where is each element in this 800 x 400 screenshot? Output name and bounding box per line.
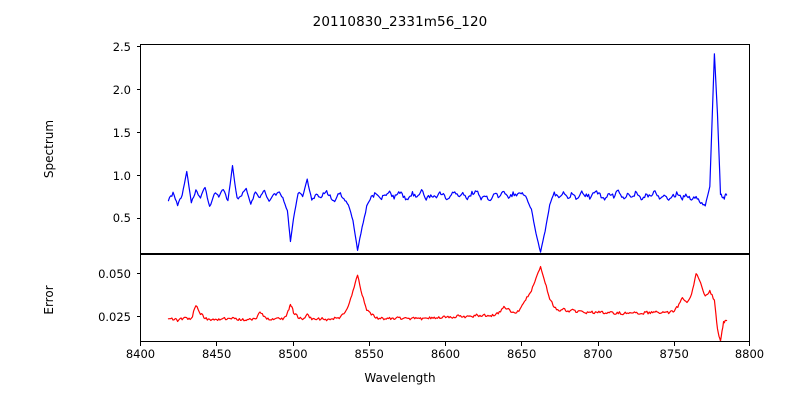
- xtick-label-7: 8750: [659, 347, 689, 361]
- xtick-mark-6: [597, 342, 599, 346]
- ytick-label-bot-1: 0.050: [98, 266, 131, 281]
- ytick-label-top-3: 2.0: [112, 82, 131, 97]
- xtick-label-6: 8700: [583, 347, 613, 361]
- error-series-line: [167, 265, 728, 341]
- xtick-label-8: 8800: [734, 347, 765, 361]
- xtick-mark-2: [292, 342, 294, 346]
- ytick-mark-bot-1: [136, 273, 140, 275]
- spectrum-plot-area: [141, 45, 749, 253]
- x-axis-label: Wavelength: [364, 371, 436, 385]
- spectrum-axes: [140, 44, 750, 254]
- ytick-mark-top-4: [136, 46, 140, 48]
- ytick-label-top-1: 1.0: [112, 168, 131, 183]
- xtick-mark-5: [521, 342, 523, 346]
- xtick-label-3: 8550: [354, 347, 384, 361]
- xtick-label-2: 8500: [278, 347, 308, 361]
- ytick-label-bot-0: 0.025: [98, 310, 131, 324]
- ytick-mark-top-1: [136, 175, 140, 177]
- xtick-mark-7: [673, 342, 675, 346]
- spectrum-series-line: [167, 53, 728, 253]
- xtick-mark-0: [140, 342, 142, 346]
- error-axis-label: Error: [42, 285, 56, 315]
- xtick-mark-4: [445, 342, 447, 346]
- spectrum-axis-label: Spectrum: [42, 119, 56, 179]
- spectrum-line-svg: [167, 53, 728, 253]
- xtick-label-1: 8450: [202, 347, 232, 361]
- ytick-label-top-2: 1.5: [112, 125, 131, 140]
- chart-title: 20110830_2331m56_120: [312, 14, 488, 30]
- xtick-mark-3: [368, 342, 370, 346]
- xtick-label-5: 8650: [507, 347, 537, 361]
- error-axes: [140, 254, 750, 342]
- xtick-label-0: 8400: [125, 347, 156, 361]
- ytick-label-top-4: 2.5: [112, 40, 131, 54]
- xtick-label-4: 8600: [430, 347, 461, 361]
- ytick-label-top-0: 0.5: [112, 211, 131, 226]
- ytick-mark-bot-0: [136, 316, 140, 318]
- xtick-mark-8: [749, 342, 751, 346]
- ytick-mark-top-3: [136, 89, 140, 91]
- ytick-mark-top-2: [136, 132, 140, 134]
- error-plot-area: [141, 255, 749, 341]
- error-line-svg: [167, 265, 728, 341]
- xtick-mark-1: [216, 342, 218, 346]
- ytick-mark-top-0: [136, 217, 140, 219]
